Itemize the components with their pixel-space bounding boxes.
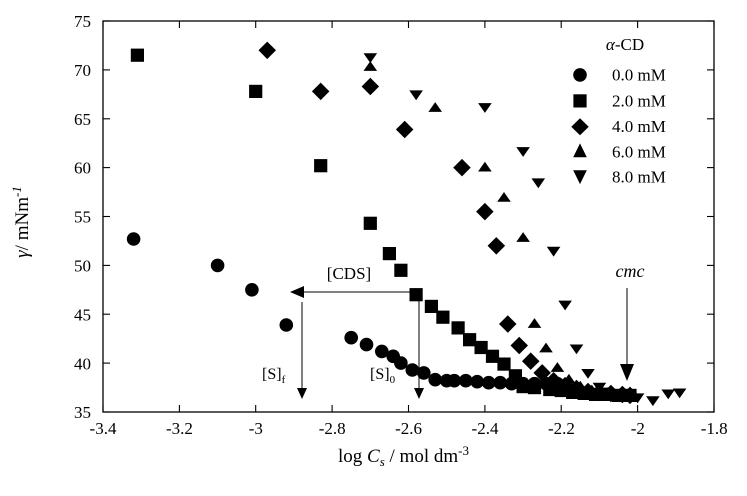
svg-text:75: 75 — [74, 12, 91, 31]
svg-text:cmc: cmc — [616, 261, 645, 281]
svg-text:45: 45 — [74, 305, 91, 324]
svg-text:-3: -3 — [249, 419, 263, 438]
svg-text:[CDS]: [CDS] — [327, 264, 371, 283]
svg-text:50: 50 — [74, 257, 91, 276]
svg-text:70: 70 — [74, 61, 91, 80]
svg-text:4.0 mM: 4.0 mM — [612, 117, 666, 136]
svg-text:[S]f: [S]f — [262, 366, 286, 386]
svg-text:-2.6: -2.6 — [395, 419, 422, 438]
svg-text:log Cs / mol dm-3: log Cs / mol dm-3 — [338, 443, 469, 469]
svg-text:55: 55 — [74, 208, 91, 227]
svg-text:8.0 mM: 8.0 mM — [612, 168, 666, 187]
svg-text:-2: -2 — [631, 419, 645, 438]
svg-text:40: 40 — [74, 354, 91, 373]
svg-text:2.0 mM: 2.0 mM — [612, 91, 666, 110]
svg-text:6.0 mM: 6.0 mM — [612, 142, 666, 161]
svg-text:65: 65 — [74, 110, 91, 129]
svg-text:[S]0: [S]0 — [370, 366, 396, 386]
svg-text:0.0 mM: 0.0 mM — [612, 66, 666, 85]
svg-text:-1.8: -1.8 — [701, 419, 728, 438]
svg-text:γ/ mNm-1: γ/ mNm-1 — [9, 186, 33, 258]
svg-text:α-CD: α-CD — [606, 35, 644, 54]
svg-text:-3.4: -3.4 — [90, 419, 117, 438]
svg-text:-3.2: -3.2 — [166, 419, 193, 438]
svg-text:35: 35 — [74, 403, 91, 422]
svg-text:-2.2: -2.2 — [548, 419, 575, 438]
svg-text:-2.8: -2.8 — [319, 419, 346, 438]
svg-text:60: 60 — [74, 159, 91, 178]
svg-text:-2.4: -2.4 — [472, 419, 499, 438]
